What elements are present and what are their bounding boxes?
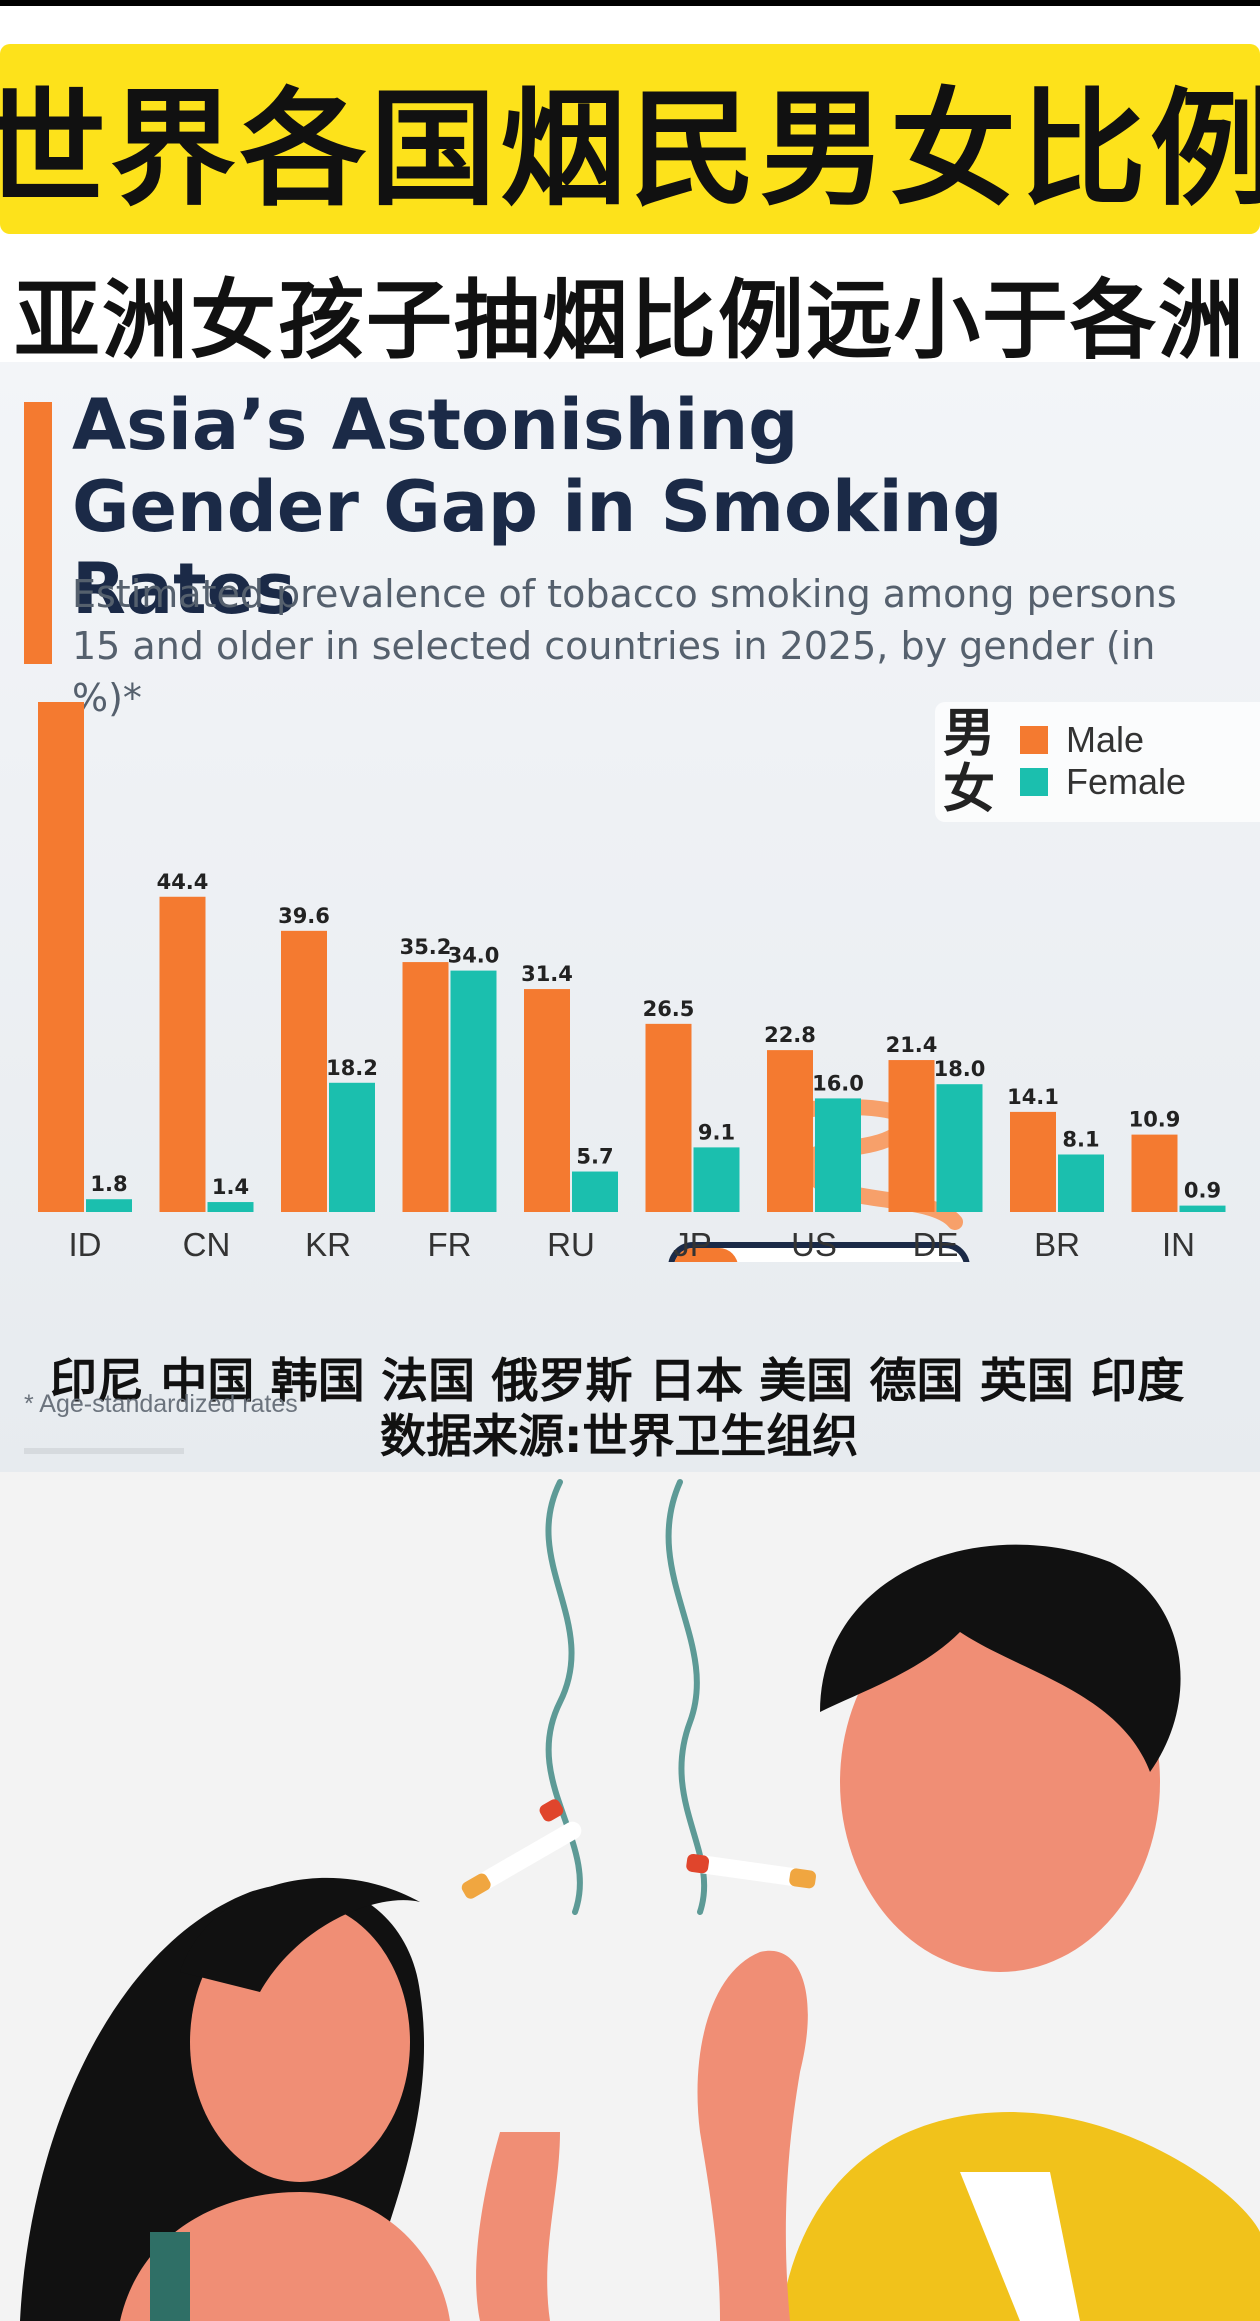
bar-de-female (936, 1084, 983, 1212)
title-accent-bar (24, 402, 52, 664)
legend-label-female: Female (1066, 761, 1187, 802)
category-label-us: US (791, 1226, 837, 1262)
legend-label-male: Male (1066, 719, 1145, 760)
bar-br-male (1010, 1111, 1056, 1212)
legend-swatch-female (1020, 768, 1048, 796)
legend-cn-male: 男 (943, 704, 996, 764)
value-label-jp-female: 9.1 (698, 1120, 735, 1144)
value-label-ru-male: 31.4 (521, 962, 573, 986)
value-label-in-male: 10.9 (1129, 1108, 1181, 1132)
bar-in-female (1179, 1205, 1226, 1212)
value-label-fr-male: 35.2 (400, 935, 452, 959)
bar-ru-male (524, 989, 570, 1212)
bar-fr-male (402, 962, 449, 1212)
category-label-br: BR (1034, 1226, 1080, 1262)
value-label-kr-male: 39.6 (278, 904, 330, 928)
legend-chinese-labels: 男 女 (943, 706, 995, 818)
value-label-id-female: 1.8 (90, 1172, 127, 1196)
bar-de-male (888, 1060, 935, 1212)
bar-kr-male (281, 930, 327, 1212)
value-label-br-female: 8.1 (1062, 1127, 1099, 1151)
chart-title: Asia’s Astonishing Gender Gap in Smoking… (72, 384, 1222, 630)
chinese-country-names: 印尼 中国 韩国 法国 俄罗斯 日本 美国 德国 英国 印度 (50, 1354, 1185, 1409)
bar-br-female (1058, 1154, 1104, 1212)
value-label-us-female: 16.0 (812, 1071, 864, 1095)
value-label-in-female: 0.9 (1184, 1179, 1221, 1203)
chinese-subtitle: 亚洲女孩子抽烟比例远小于各洲 (14, 271, 1246, 371)
value-label-jp-male: 26.5 (643, 997, 695, 1021)
value-label-de-female: 18.0 (934, 1057, 986, 1081)
bar-us-female (815, 1098, 861, 1212)
bar-in-male (1131, 1134, 1178, 1212)
value-label-br-male: 14.1 (1007, 1085, 1059, 1109)
legend-item-male: Male (1020, 719, 1145, 760)
value-label-cn-female: 1.4 (212, 1175, 249, 1199)
woman-figure (20, 1799, 582, 2321)
smoking-couple-illustration (0, 1472, 1260, 2321)
faint-divider (24, 1448, 184, 1454)
value-label-de-male: 21.4 (886, 1033, 938, 1057)
banner-title: 世界各国烟民男女比例 (0, 76, 1260, 223)
man-figure (686, 1544, 1260, 2321)
chart-legend: 男 女 Male Female (935, 702, 1260, 822)
category-label-fr: FR (428, 1226, 472, 1262)
bar-chart: 72.81.8ID44.41.4CN39.618.2KR35.234.0FR31… (38, 702, 1226, 1262)
category-label-ru: RU (547, 1226, 595, 1262)
bar-jp-male (645, 1023, 692, 1212)
smoke-wisps (545, 1479, 708, 1915)
value-label-us-male: 22.8 (764, 1023, 816, 1047)
value-label-kr-female: 18.2 (326, 1056, 378, 1080)
value-label-fr-female: 34.0 (448, 944, 500, 968)
category-label-cn: CN (183, 1226, 231, 1262)
category-label-de: DE (913, 1226, 959, 1262)
bar-us-male (767, 1050, 813, 1212)
bar-cn-male (159, 896, 206, 1212)
value-label-ru-female: 5.7 (576, 1145, 613, 1169)
bar-ru-female (572, 1171, 618, 1212)
bar-jp-female (693, 1147, 740, 1212)
chart-title-line-2: Gender Gap in Smoking Rates (72, 466, 1003, 630)
bar-id-female (86, 1199, 132, 1212)
title-banner: 世界各国烟民男女比例 (0, 44, 1260, 234)
chart-description-line-2: 15 and older in selected countries in 20… (72, 624, 1156, 720)
data-source: 数据来源:世界卫生组织 (380, 1409, 859, 1463)
bar-id-male (38, 702, 84, 1212)
chart-title-line-1: Asia’s Astonishing (72, 384, 799, 466)
footnote: * Age-standardized rates (24, 1390, 298, 1418)
category-label-kr: KR (305, 1226, 351, 1262)
bar-cn-female (207, 1202, 254, 1212)
infographic-panel: Asia’s Astonishing Gender Gap in Smoking… (0, 362, 1260, 1472)
chart-description: Estimated prevalence of tobacco smoking … (72, 568, 1222, 724)
category-label-jp: JP (673, 1226, 712, 1262)
legend-swatch-male (1020, 726, 1048, 754)
chart-description-line-1: Estimated prevalence of tobacco smoking … (72, 572, 1177, 616)
top-border (0, 0, 1260, 6)
value-label-cn-male: 44.4 (157, 870, 209, 894)
bar-kr-female (329, 1082, 375, 1212)
legend-cn-female: 女 (943, 760, 996, 820)
category-label-id: ID (69, 1226, 102, 1262)
legend-item-female: Female (1020, 761, 1187, 802)
cigarette-icon (668, 1242, 970, 1262)
bar-fr-female (450, 970, 497, 1212)
category-label-in: IN (1162, 1226, 1195, 1262)
